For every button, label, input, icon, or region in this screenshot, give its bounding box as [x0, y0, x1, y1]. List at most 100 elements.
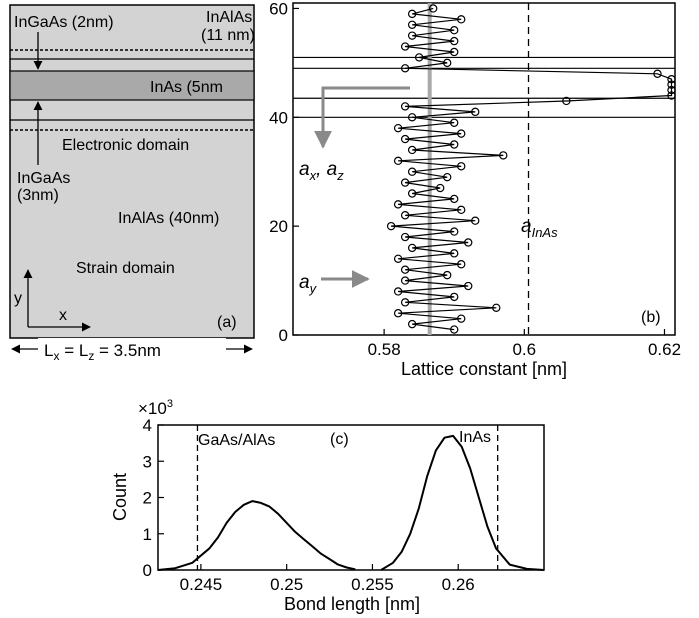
panel-b-point-58 [407, 9, 417, 19]
panel-b-point-11 [400, 265, 410, 274]
panel-b-point-51 [450, 47, 459, 57]
panel-b-series [386, 4, 676, 334]
panel-b-ytick-label-2: 40 [269, 108, 288, 127]
panel-b-frame [292, 2, 676, 336]
panel-b-tag: (b) [641, 309, 661, 326]
panel-b-point-2 [457, 314, 466, 323]
panel-b-point-49 [443, 58, 452, 68]
panel-b-point-29 [407, 167, 417, 176]
panel-b-point-5 [400, 298, 410, 307]
panel-b-point-47 [653, 69, 662, 78]
panel-c-multiplier: ×103 [138, 398, 173, 418]
panel-b-point-12 [457, 260, 466, 269]
panel-b-point-40 [471, 107, 480, 117]
panel-b-point-1 [407, 319, 417, 329]
panel-c-xlabel: Bond length [nm] [284, 594, 420, 614]
panel-b-point-31 [393, 156, 403, 166]
panel-b-reference-lines [293, 3, 675, 335]
panel-b-point-6 [450, 292, 459, 302]
panel-c: 0.245 0.25 0.255 0.26 0 1 2 3 4 ×103 GaAs/AlAs I… [110, 398, 545, 614]
panel-a-frame [9, 4, 255, 339]
panel-a-tag: (a) [217, 314, 237, 331]
panel-b-point-39 [407, 113, 417, 122]
panel-b-ticks: 0.58 0.6 0.62 0 20 40 60 [269, 0, 681, 359]
panel-b-point-50 [414, 53, 424, 62]
annotation-ax-az-arrow [314, 86, 410, 149]
panel-c-xtick-label-2: 0.255 [351, 575, 394, 594]
panel-b-point-14 [450, 249, 459, 258]
panel-b-point-8 [464, 281, 473, 291]
panel-b-point-0 [450, 325, 459, 334]
label-ingaas-bottom-2: (3nm) [17, 187, 59, 204]
annotation-gaas-alas: GaAs/AlAs [198, 432, 275, 449]
panel-c-reference-lines [196, 425, 499, 570]
panel-b-point-23 [393, 200, 403, 209]
annotation-ay: ay [299, 272, 318, 296]
panel-b-ytick-label-0: 0 [279, 326, 288, 345]
panel-a: InGaAs (2nm) InAlAs (11 nm) InAs (5nm El… [9, 4, 255, 363]
panel-b-point-25 [407, 189, 417, 198]
label-electronic-domain: Electronic domain [62, 137, 189, 154]
panel-b-point-56 [407, 20, 417, 29]
panel-b-point-13 [393, 254, 403, 264]
label-inalas-top-1: InAlAs [206, 9, 252, 26]
panel-b-series-line [391, 7, 673, 331]
label-inalas-top-2: (11 nm) [201, 27, 255, 44]
panel-b-point-21 [400, 211, 410, 220]
annotation-ax-az: ax, az [299, 159, 344, 183]
panel-b-point-34 [450, 140, 459, 149]
panel-b-point-4 [492, 303, 501, 312]
panel-c-series [157, 434, 545, 571]
axis-y-label: y [14, 290, 22, 307]
panel-c-tag: (c) [330, 431, 349, 448]
panel-b-point-48 [400, 64, 410, 73]
panel-b-point-55 [450, 26, 459, 35]
panel-b-point-10 [443, 270, 452, 280]
panel-b-point-3 [393, 309, 403, 318]
panel-b-ytick-label-1: 20 [269, 217, 288, 236]
panel-c-ylabel: Count [110, 473, 130, 521]
panel-b-xtick-label-2: 0.62 [648, 340, 681, 359]
panel-b-ytick-label-3: 60 [269, 0, 288, 18]
panel-b-point-19 [386, 221, 396, 231]
panel-b-point-27 [400, 178, 410, 187]
panel-c-ticks: 0.245 0.25 0.255 0.26 0 1 2 3 4 [143, 416, 475, 594]
annotation-a-inas: aInAs [521, 216, 558, 240]
panel-c-ytick-label-4: 4 [143, 416, 152, 435]
panel-b-point-53 [450, 36, 459, 46]
panel-b-point-32 [499, 151, 508, 160]
panel-b-point-52 [400, 42, 410, 51]
panel-b-point-38 [450, 118, 459, 127]
panel-b-point-36 [457, 129, 466, 138]
dimension-label: Lx = Lz = 3.5nm [44, 341, 161, 363]
panel-b-point-35 [400, 134, 410, 144]
panel-b-point-33 [407, 145, 417, 155]
panel-b-point-41 [400, 102, 410, 111]
panel-c-ytick-label-3: 3 [143, 452, 152, 471]
label-inas: InAs (5nm [150, 79, 223, 96]
panel-b-point-16 [464, 238, 473, 247]
panel-b-point-7 [393, 287, 403, 296]
panel-b-point-57 [457, 15, 466, 24]
panel-b-point-30 [457, 162, 466, 171]
panel-b-point-37 [393, 123, 403, 133]
panel-b-xlabel: Lattice constant [nm] [401, 359, 567, 379]
label-ingaas-top: InGaAs (2nm) [14, 14, 114, 31]
dimension-label-bg [38, 338, 226, 360]
panel-c-xtick-label-1: 0.25 [270, 575, 303, 594]
panel-b-point-22 [457, 205, 466, 215]
panel-b-point-24 [450, 194, 459, 204]
panel-b-point-46 [667, 74, 676, 84]
panel-b-point-9 [400, 276, 410, 285]
panel-b: 0.58 0.6 0.62 0 20 40 60 ax, az ay aInAs (b) L… [269, 0, 681, 379]
label-ingaas-bottom-1: InGaAs [17, 170, 70, 187]
panel-b-point-44 [667, 85, 676, 95]
panel-c-xtick-label-0: 0.245 [180, 575, 223, 594]
panel-b-point-28 [443, 172, 452, 182]
panel-b-point-18 [450, 227, 459, 236]
label-inalas-bottom: InAlAs (40nm) [118, 210, 219, 227]
panel-b-point-54 [407, 31, 417, 40]
panel-b-xtick-label-0: 0.58 [368, 340, 401, 359]
panel-c-series-0 [157, 500, 356, 571]
